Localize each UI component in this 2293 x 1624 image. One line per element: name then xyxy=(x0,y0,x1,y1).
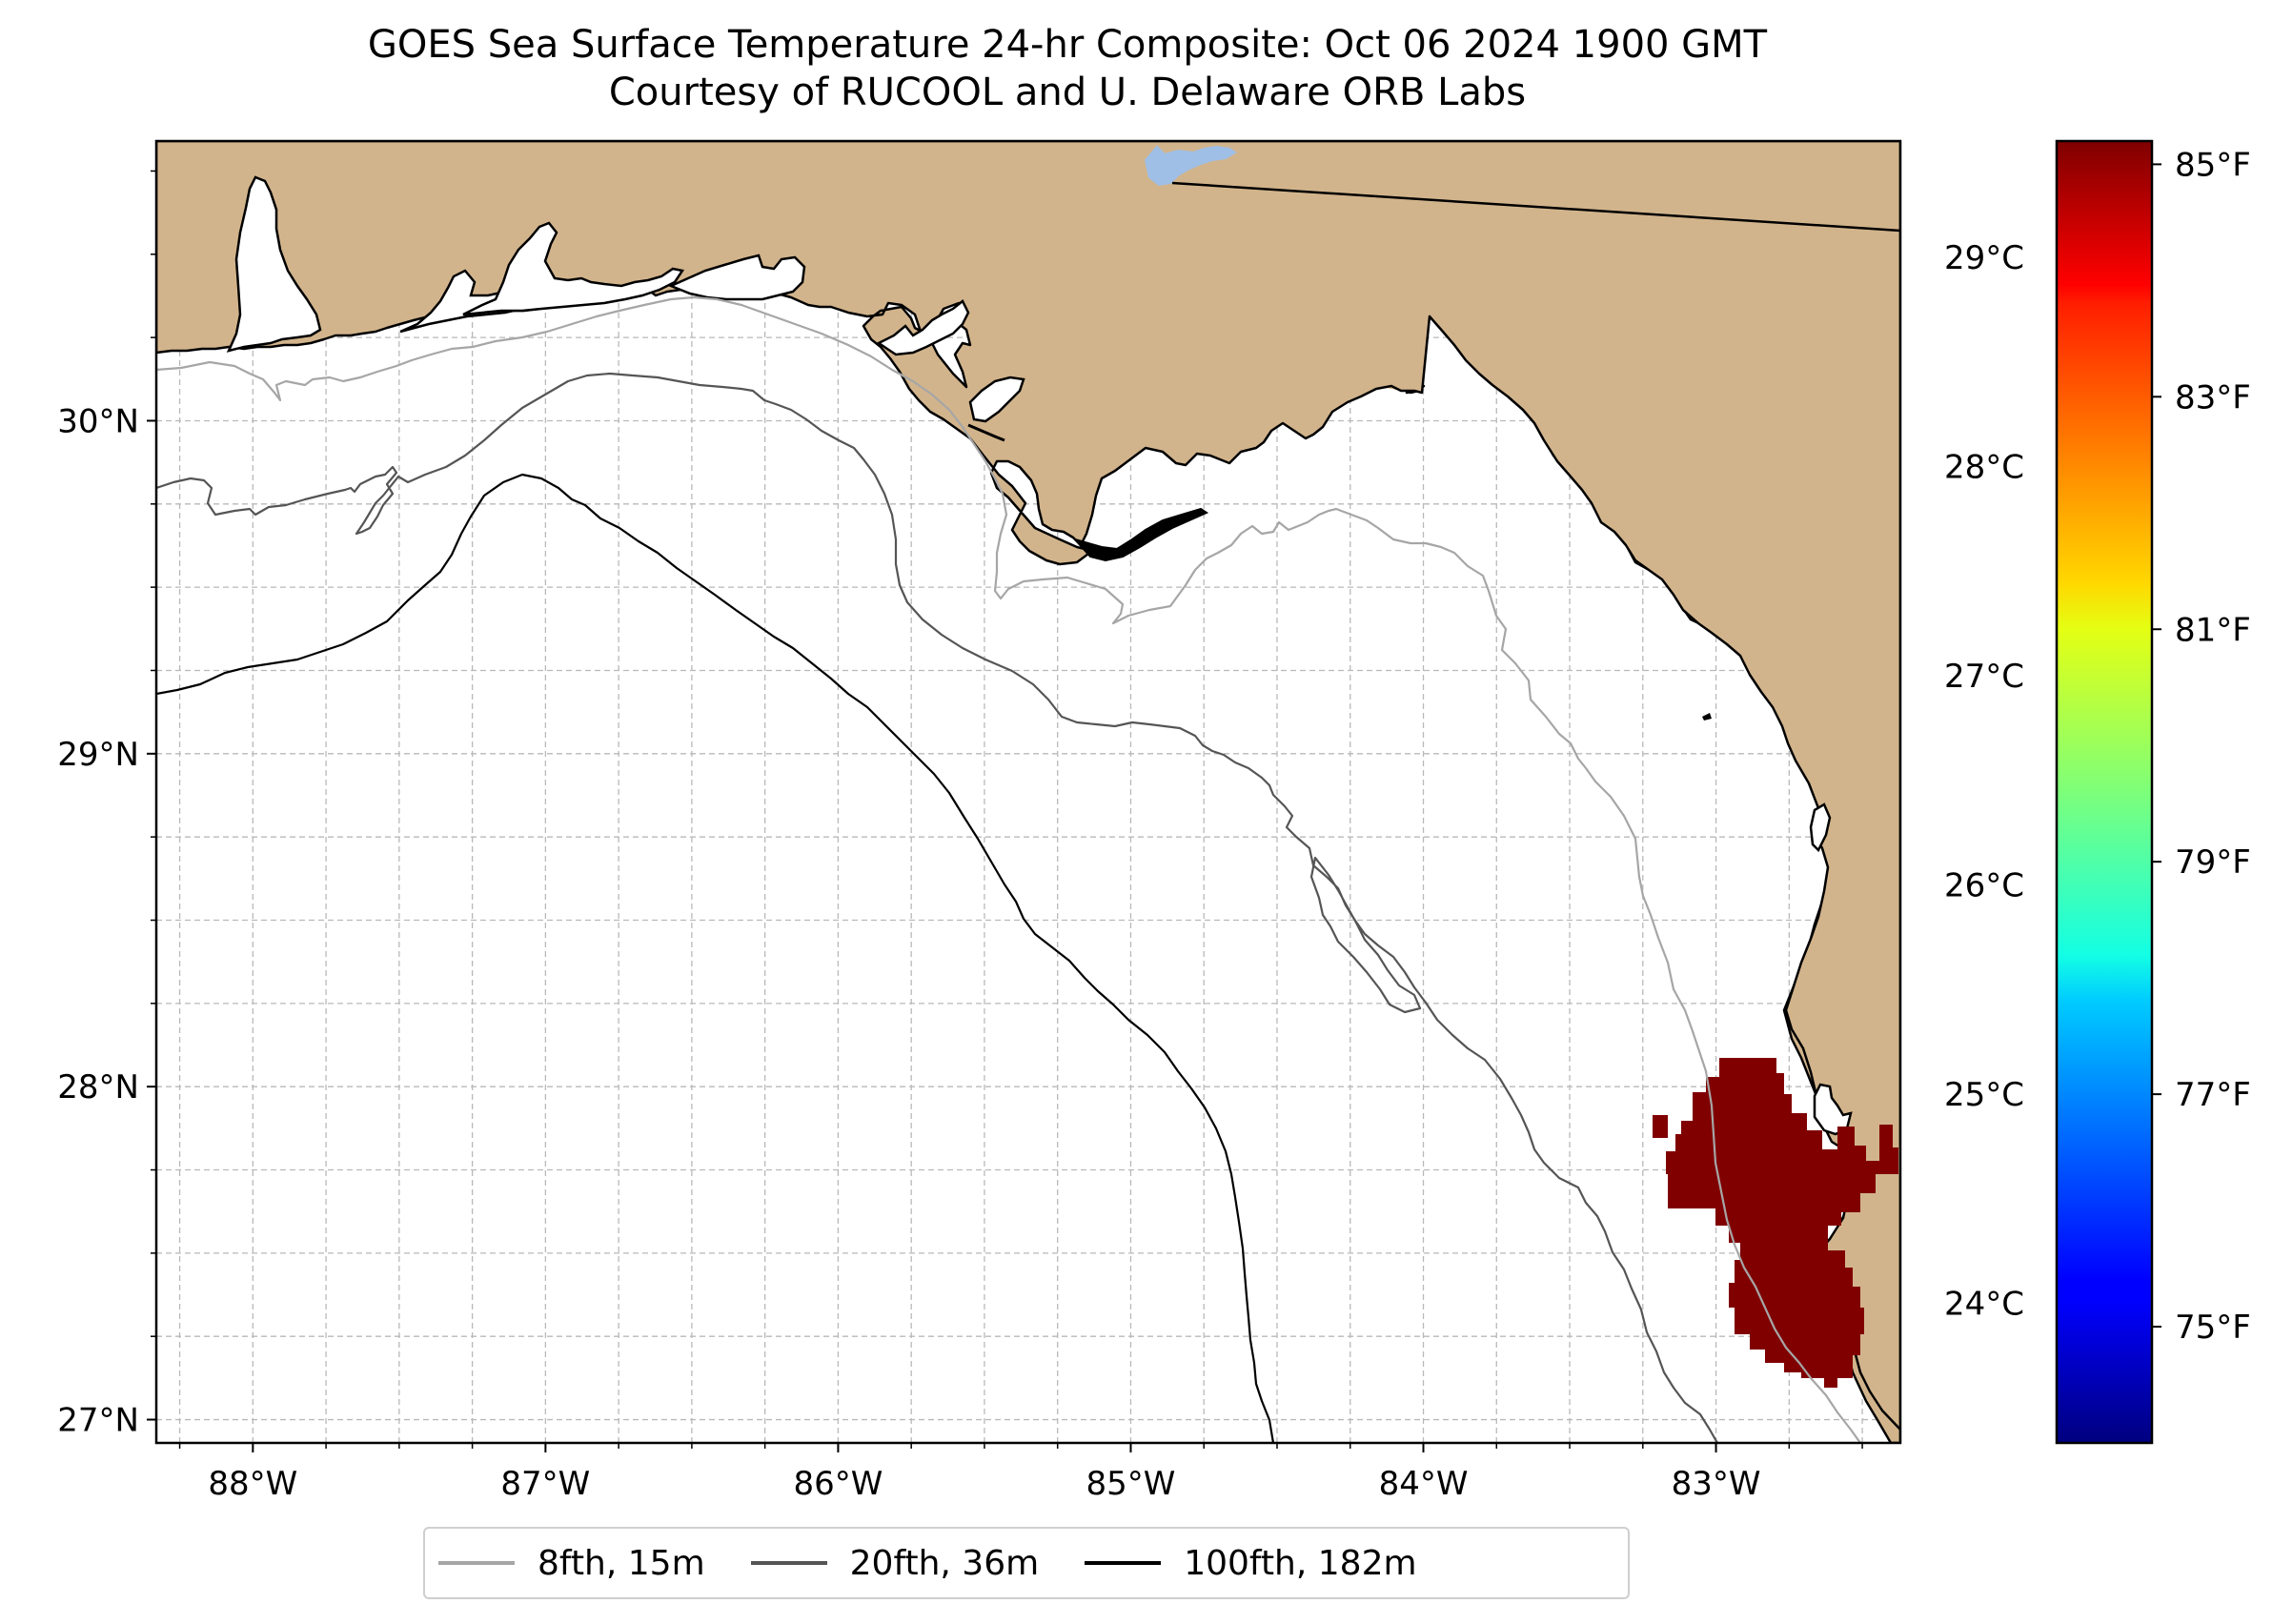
mobile-bay xyxy=(226,175,322,353)
tampa-bay xyxy=(1813,1083,1853,1136)
colorbar-fahrenheit-ticks: 75°F 77°F 79°F 81°F 83°F 85°F xyxy=(2152,146,2251,1347)
lon-tick-label: 88°W xyxy=(208,1465,297,1503)
legend-item-182m: 100fth, 182m xyxy=(1085,1543,1417,1583)
lake-seminole xyxy=(1144,145,1237,187)
lat-tick-label: 30°N xyxy=(57,402,139,440)
lat-tick-label: 29°N xyxy=(57,736,139,774)
st-george-island xyxy=(967,423,1005,442)
lon-tick-label: 86°W xyxy=(793,1465,883,1503)
colorbar-f-label: 81°F xyxy=(2175,611,2251,649)
contour-legend: 8fth, 15m 20fth, 36m 100fth, 182m xyxy=(423,1527,1630,1599)
lon-tick-label: 87°W xyxy=(500,1465,590,1503)
colorbar-f-label: 79°F xyxy=(2175,843,2251,882)
colorbar-f-label: 77°F xyxy=(2175,1076,2251,1114)
lat-tick-label: 27°N xyxy=(57,1402,139,1440)
contour-15m xyxy=(156,295,1861,1443)
colorbar xyxy=(2055,139,2154,1445)
choctawhatchee-bay xyxy=(462,221,685,316)
colorbar-celsius-ticks: 24°C 25°C 26°C 27°C 28°C 29°C xyxy=(1944,239,2024,1324)
title-line-2: Courtesy of RUCOOL and U. Delaware ORB L… xyxy=(608,71,1527,114)
colorbar-c-label: 28°C xyxy=(1944,449,2024,487)
title-line-1: GOES Sea Surface Temperature 24-hr Compo… xyxy=(367,23,1768,67)
st-joseph-bay xyxy=(876,299,970,356)
colorbar-c-label: 25°C xyxy=(1944,1076,2024,1114)
lon-tick-label: 83°W xyxy=(1672,1465,1761,1503)
colorbar-c-label: 29°C xyxy=(1944,239,2024,277)
colorbar-c-label: 24°C xyxy=(1944,1286,2024,1324)
legend-label-15m: 8fth, 15m xyxy=(538,1543,705,1583)
lon-tick-label: 84°W xyxy=(1379,1465,1469,1503)
longitude-ticks: 88°W 87°W 86°W 85°W 84°W 83°W xyxy=(178,1443,1863,1503)
legend-swatch-15m xyxy=(438,1561,515,1565)
st-andrew-bay xyxy=(667,254,806,301)
crystal-river-inlet xyxy=(1809,802,1832,853)
apalachee-islands xyxy=(1071,507,1209,562)
legend-swatch-182m xyxy=(1085,1561,1162,1565)
colorbar-f-label: 85°F xyxy=(2175,146,2251,184)
colorbar-f-label: 83°F xyxy=(2175,378,2251,416)
state-boundary xyxy=(1171,181,1900,233)
lat-tick-label: 28°N xyxy=(57,1068,139,1106)
colorbar-f-label: 75°F xyxy=(2175,1309,2251,1347)
latitude-ticks: 27°N 28°N 29°N 30°N xyxy=(57,170,156,1440)
legend-label-36m: 20fth, 36m xyxy=(849,1543,1040,1583)
cedar-key-island xyxy=(1702,713,1712,721)
legend-item-36m: 20fth, 36m xyxy=(750,1543,1040,1583)
colorbar-c-label: 26°C xyxy=(1944,867,2024,905)
legend-item-15m: 8fth, 15m xyxy=(438,1544,705,1583)
legend-swatch-36m xyxy=(750,1561,827,1565)
contour-182m xyxy=(156,473,1275,1443)
contour-36m xyxy=(156,372,1718,1443)
apalachicola-bay xyxy=(968,376,1025,423)
map-frame xyxy=(154,139,1902,1445)
legend-label-182m: 100fth, 182m xyxy=(1184,1543,1417,1583)
map-title: GOES Sea Surface Temperature 24-hr Compo… xyxy=(0,21,2135,116)
colorbar-c-label: 27°C xyxy=(1944,658,2024,696)
lon-tick-label: 85°W xyxy=(1086,1465,1176,1503)
